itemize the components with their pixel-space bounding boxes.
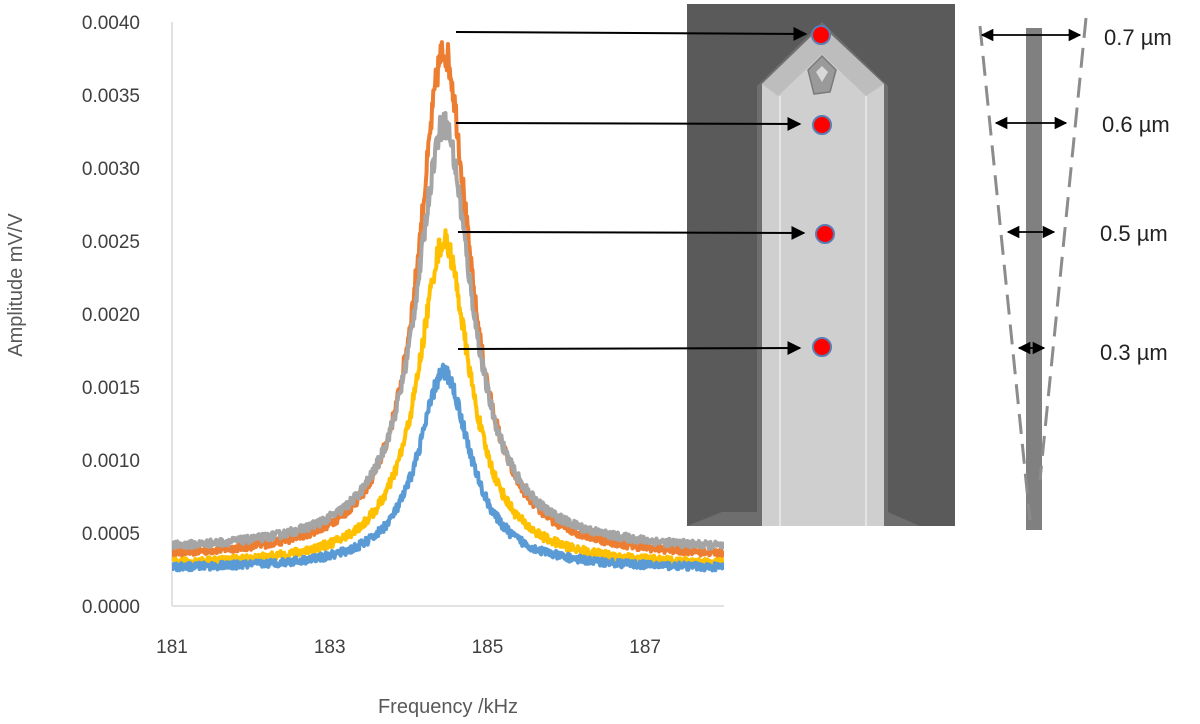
y-tick-label: 0.0030 xyxy=(82,159,140,180)
y-tick-label: 0.0020 xyxy=(82,305,140,326)
cantilever-profile-bar xyxy=(1026,28,1042,530)
x-tick-labels: 181 183 185 187 xyxy=(156,637,661,658)
measurement-point-3 xyxy=(815,224,835,244)
pointer-arrows xyxy=(455,26,808,356)
taper-line-right xyxy=(1038,17,1088,481)
x-tick-label: 181 xyxy=(156,637,188,658)
x-tick-label: 185 xyxy=(472,637,504,658)
tip-debris-highlight xyxy=(816,66,828,82)
pointer-arrow-1 xyxy=(455,26,808,41)
width-label-1: 0.7 µm xyxy=(1104,25,1172,50)
cantilever-body xyxy=(762,26,884,526)
x-tick-label: 183 xyxy=(314,637,346,658)
pointer-arrow-2 xyxy=(455,116,802,131)
series-line-2 xyxy=(172,111,724,551)
y-tick-label: 0.0005 xyxy=(82,524,140,545)
pointer-arrow-4 xyxy=(457,341,802,356)
width-label-2: 0.6 µm xyxy=(1102,112,1170,137)
y-tick-labels: 0.0000 0.0005 0.0010 0.0015 0.0020 0.0025 0.00… xyxy=(82,13,140,618)
taper-schematic: 0.7 µm 0.6 µm 0.5 µm 0.3 µm xyxy=(978,17,1172,530)
width-label-3: 0.5 µm xyxy=(1100,221,1168,246)
series-line-4 xyxy=(172,362,724,573)
measurement-point-4 xyxy=(812,337,832,357)
x-tick-label: 187 xyxy=(629,637,661,658)
y-tick-label: 0.0040 xyxy=(82,13,140,34)
measurement-point-1 xyxy=(811,25,831,45)
y-tick-label: 0.0025 xyxy=(82,232,140,253)
x-axis-title: Frequency /kHz xyxy=(378,696,518,718)
series-layer xyxy=(172,40,724,573)
pointer-arrow-3 xyxy=(457,225,806,240)
measurement-point-2 xyxy=(812,115,832,135)
width-label-4: 0.3 µm xyxy=(1100,340,1168,365)
y-tick-label: 0.0010 xyxy=(82,451,140,472)
series-line-3 xyxy=(172,228,724,568)
sem-inset-image xyxy=(687,4,955,526)
y-tick-label: 0.0035 xyxy=(82,86,140,107)
series-line-1 xyxy=(172,40,724,559)
y-tick-label: 0.0015 xyxy=(82,378,140,399)
y-axis-title: Amplitude mV/V xyxy=(5,213,27,357)
taper-line-left xyxy=(978,25,1032,521)
cantilever-tip-edge xyxy=(762,26,884,96)
y-tick-label: 0.0000 xyxy=(82,597,140,618)
